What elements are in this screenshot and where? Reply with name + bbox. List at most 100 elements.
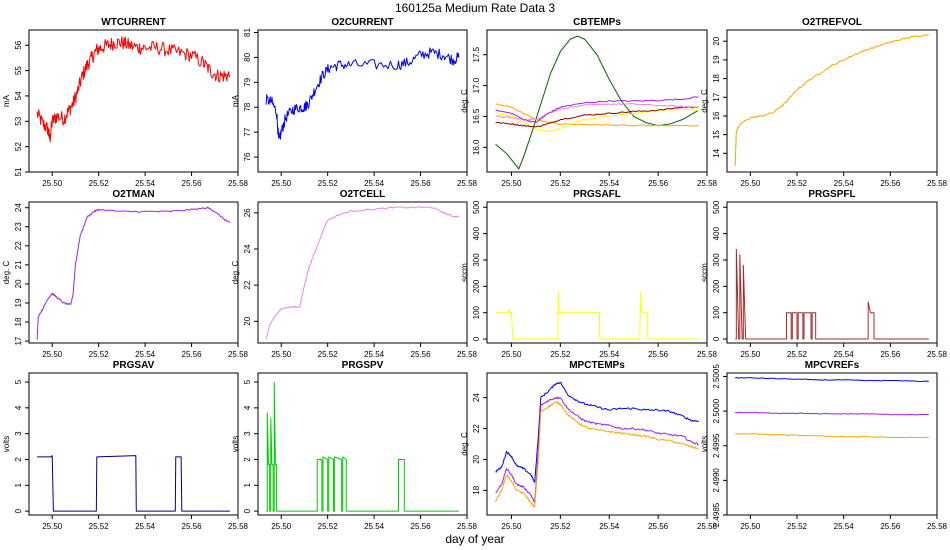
plot-frame — [28, 29, 239, 173]
y-tick-label: 53 — [14, 116, 23, 125]
y-tick-label: 0 — [712, 336, 721, 341]
y-tick-label: 300 — [712, 253, 721, 267]
y-tick-label: 200 — [712, 279, 721, 293]
x-tick-label: 25.54 — [599, 350, 620, 359]
series-line-cb6 — [495, 96, 699, 124]
plot-frame — [257, 372, 468, 516]
y-tick-label: 20 — [472, 454, 481, 463]
series-line-prgsav — [37, 455, 230, 512]
panel-title: O2CURRENT — [331, 17, 393, 28]
y-tick-label: 17 — [712, 92, 721, 101]
figure-xlabel: day of year — [445, 532, 504, 546]
series-line-prgsafl — [495, 291, 699, 340]
x-tick-label: 25.50 — [42, 179, 63, 188]
x-tick-label: 25.52 — [318, 522, 339, 531]
y-tick-label: 400 — [472, 226, 481, 240]
plot-frame — [486, 29, 708, 173]
y-tick-label: 22 — [14, 241, 23, 250]
series-line-o2trefvol — [734, 34, 929, 167]
y-tick-label: 2 — [14, 457, 23, 462]
y-tick-label: 2.4985 — [712, 502, 721, 527]
x-tick-label: 25.50 — [271, 522, 292, 531]
x-tick-label: 25.56 — [411, 179, 432, 188]
y-tick-label: 1 — [14, 483, 23, 488]
y-axis-label: sccm — [460, 263, 469, 282]
x-tick-label: 25.56 — [182, 179, 203, 188]
x-tick-label: 25.58 — [457, 179, 478, 188]
x-tick-label: 25.52 — [550, 350, 571, 359]
y-tick-label: 17.5 — [472, 46, 481, 62]
y-tick-label: 2 — [243, 457, 252, 462]
y-axis-label: volts — [231, 436, 240, 452]
y-tick-label: 2.5000 — [712, 398, 721, 423]
y-tick-label: 16.0 — [472, 139, 481, 155]
panel-title: PRGSAV — [113, 360, 155, 371]
x-tick-label: 25.58 — [927, 522, 948, 531]
panel-prgspv: PRGSPV 25.50 25.52 25.54 25.56 25.58 0 1 2 3 4 5 vol… — [231, 360, 478, 531]
series-line-cb2 — [495, 103, 699, 127]
panel-title: PRGSPV — [342, 360, 384, 371]
x-tick-label: 25.58 — [228, 522, 249, 531]
y-tick-label: 52 — [14, 142, 23, 151]
y-tick-label: 20 — [14, 279, 23, 288]
y-tick-label: 19 — [712, 55, 721, 64]
y-tick-label: 55 — [14, 66, 23, 75]
panel-title: PRGSAFL — [573, 189, 621, 200]
panel-o2trefvol: O2TREFVOL 25.50 25.52 25.54 25.56 25.58 14 15 16… — [700, 17, 948, 188]
panel-prgspfl: PRGSPFL 25.50 25.52 25.54 25.56 25.58 0 100 200 3… — [700, 189, 948, 359]
x-tick-label: 25.50 — [740, 350, 761, 359]
x-tick-label: 25.56 — [648, 522, 669, 531]
y-tick-label: 2.4990 — [712, 468, 721, 493]
y-tick-label: 17.0 — [472, 77, 481, 93]
x-tick-label: 25.56 — [648, 179, 669, 188]
x-tick-label: 25.54 — [364, 179, 385, 188]
y-tick-label: 16.5 — [472, 108, 481, 124]
x-tick-label: 25.54 — [135, 350, 156, 359]
y-axis-label: deg. C — [2, 260, 11, 284]
series-line-vref3 — [735, 433, 929, 439]
x-tick-label: 25.58 — [457, 522, 478, 531]
y-tick-label: 18 — [14, 317, 23, 326]
y-tick-label: 24 — [14, 203, 23, 212]
x-tick-label: 25.56 — [880, 350, 901, 359]
panel-title: CBTEMPs — [573, 17, 621, 28]
x-tick-label: 25.54 — [834, 179, 855, 188]
x-tick-label: 25.50 — [42, 522, 63, 531]
series-line-mpc3 — [495, 401, 699, 508]
y-tick-label: 24 — [472, 393, 481, 402]
x-tick-label: 25.52 — [318, 350, 339, 359]
x-tick-label: 25.52 — [89, 350, 110, 359]
x-tick-label: 25.52 — [550, 179, 571, 188]
x-tick-label: 25.56 — [648, 350, 669, 359]
x-tick-label: 25.56 — [411, 350, 432, 359]
series-line-cb5 — [495, 103, 699, 121]
panel-cbtemps: CBTEMPs 25.50 25.52 25.54 25.56 25.58 16.0 16.5… — [460, 17, 718, 188]
y-axis-label: deg. C — [460, 432, 469, 456]
panel-title: MPCVREFs — [805, 360, 860, 371]
x-tick-label: 25.58 — [228, 350, 249, 359]
series-line-o2tcell — [265, 206, 460, 340]
panel-mpctemps: MPCTEMPs 25.50 25.52 25.54 25.56 25.58 18 20 22 2… — [460, 360, 718, 531]
series-line-vref1 — [735, 377, 929, 382]
panel-o2tman: O2TMAN 25.50 25.52 25.54 25.56 25.58 17 18 19 20 2… — [2, 189, 249, 359]
x-tick-label: 25.50 — [42, 350, 63, 359]
panel-title: MPCTEMPs — [569, 360, 625, 371]
panel-prgsav: PRGSAV 25.50 25.52 25.54 25.56 25.58 0 1 2 3 4 5 vol… — [2, 360, 249, 531]
x-tick-label: 25.50 — [271, 179, 292, 188]
y-tick-label: 81 — [243, 27, 252, 36]
series-line-o2current — [265, 47, 460, 140]
x-tick-label: 25.58 — [457, 350, 478, 359]
y-axis-label: volts — [700, 436, 709, 452]
y-axis-label: deg. C — [231, 260, 240, 284]
x-tick-label: 25.58 — [697, 179, 718, 188]
y-tick-label: 5 — [243, 379, 252, 384]
y-tick-label: 2.5005 — [712, 364, 721, 389]
y-tick-label: 77 — [243, 127, 252, 136]
series-line-wtcurrent — [36, 36, 231, 143]
plot-frame — [257, 201, 468, 344]
y-tick-label: 26 — [243, 208, 252, 217]
series-line-cb3 — [495, 108, 699, 133]
y-axis-label: volts — [2, 436, 11, 452]
x-tick-label: 25.54 — [364, 350, 385, 359]
y-tick-label: 51 — [14, 167, 23, 176]
